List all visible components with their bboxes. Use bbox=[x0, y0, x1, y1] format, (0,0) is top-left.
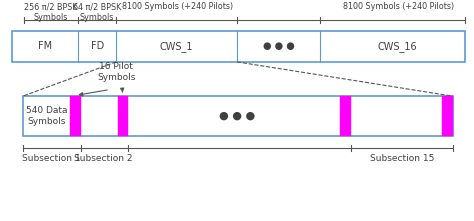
Bar bbox=[70, 96, 81, 136]
Text: 540 Data
Symbols: 540 Data Symbols bbox=[26, 106, 67, 126]
Bar bbox=[12, 31, 465, 62]
Text: ● ● ●: ● ● ● bbox=[263, 41, 294, 51]
Text: 256 π/2 BPSK
Symbols: 256 π/2 BPSK Symbols bbox=[24, 2, 77, 22]
Text: 16 Pilot
Symbols: 16 Pilot Symbols bbox=[97, 62, 135, 82]
Text: 8100 Symbols (+240 Pilots): 8100 Symbols (+240 Pilots) bbox=[343, 2, 454, 11]
Bar bbox=[340, 96, 351, 136]
Bar bbox=[442, 96, 453, 136]
Text: 8100 Symbols (+240 Pilots): 8100 Symbols (+240 Pilots) bbox=[122, 2, 233, 11]
Bar bbox=[118, 96, 128, 136]
Text: CWS_1: CWS_1 bbox=[160, 41, 193, 52]
Text: 64 π/2 BPSK
Symbols: 64 π/2 BPSK Symbols bbox=[73, 2, 121, 22]
Text: Subsection 15: Subsection 15 bbox=[370, 154, 434, 163]
Text: Subsection 2: Subsection 2 bbox=[74, 154, 133, 163]
Text: ● ● ●: ● ● ● bbox=[219, 111, 255, 121]
Bar bbox=[23, 96, 453, 136]
Text: Subsection 1: Subsection 1 bbox=[22, 154, 81, 163]
Text: FD: FD bbox=[91, 41, 104, 51]
Text: CWS_16: CWS_16 bbox=[377, 41, 417, 52]
Text: FM: FM bbox=[38, 41, 52, 51]
